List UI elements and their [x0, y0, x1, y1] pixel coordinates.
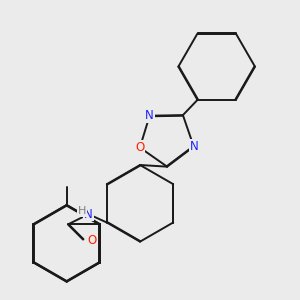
- Text: N: N: [145, 109, 154, 122]
- Text: N: N: [84, 208, 93, 221]
- Text: O: O: [87, 234, 96, 247]
- Text: O: O: [135, 141, 145, 154]
- Text: H: H: [78, 206, 86, 216]
- Text: N: N: [189, 140, 198, 153]
